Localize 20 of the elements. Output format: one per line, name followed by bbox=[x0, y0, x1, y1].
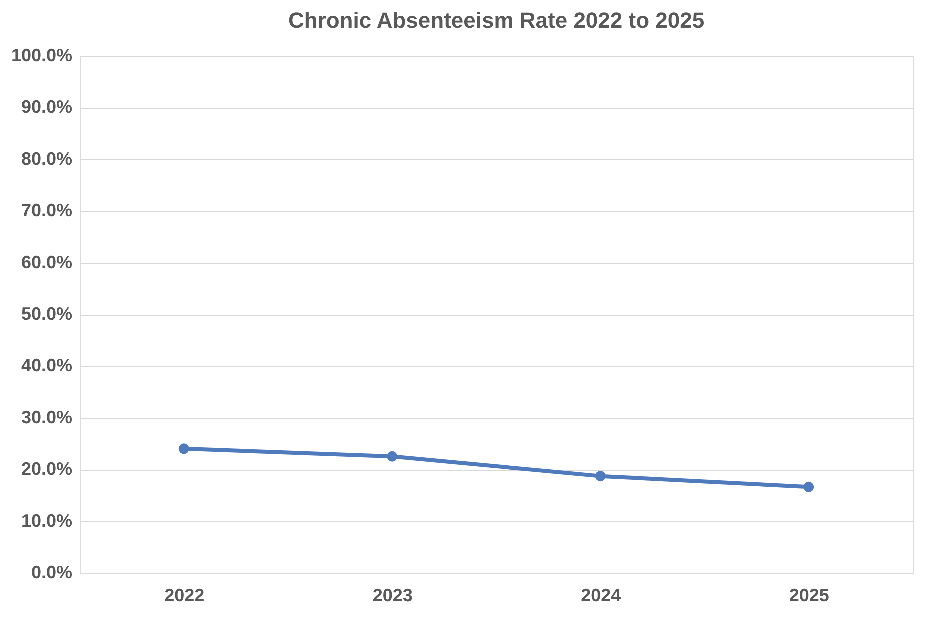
chart-title: Chronic Absenteeism Rate 2022 to 2025 bbox=[288, 8, 705, 33]
y-tick-label: 50.0% bbox=[21, 304, 72, 324]
y-tick-label: 70.0% bbox=[21, 200, 72, 221]
point bbox=[804, 482, 814, 492]
y-tick-label: 10.0% bbox=[21, 510, 72, 531]
point bbox=[595, 471, 606, 482]
y-tick-label: 100.0% bbox=[11, 46, 72, 66]
point bbox=[387, 451, 398, 462]
x-tick-label: 2025 bbox=[789, 586, 830, 606]
x-tick-label: 2022 bbox=[164, 586, 205, 606]
y-tick-label: 0.0% bbox=[31, 562, 72, 582]
y-tick-label: 80.0% bbox=[21, 148, 72, 169]
x-tick-label: 2023 bbox=[372, 586, 413, 606]
y-tick-label: 60.0% bbox=[21, 252, 72, 272]
y-tick-label: 20.0% bbox=[21, 459, 72, 480]
y-tick-label: 40.0% bbox=[21, 356, 72, 376]
point bbox=[178, 444, 190, 454]
y-tick-label: 90.0% bbox=[21, 97, 72, 118]
y-tick-label: 30.0% bbox=[21, 407, 72, 428]
x-tick-label: 2024 bbox=[581, 586, 622, 606]
